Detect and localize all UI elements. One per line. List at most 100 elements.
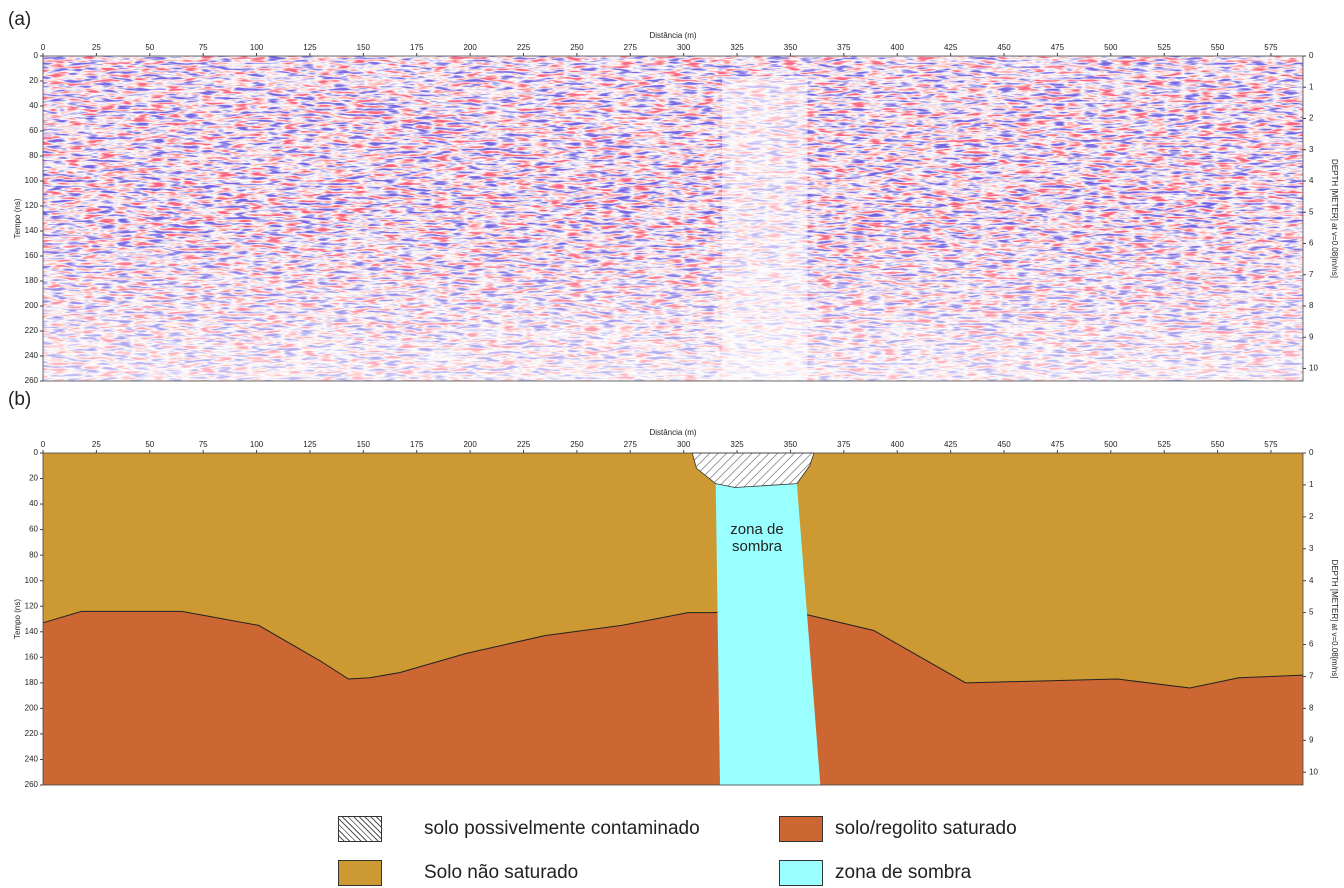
y-tick-label: 240: [25, 351, 39, 360]
x-tick-label: 50: [145, 43, 154, 52]
radargram-fade: [43, 56, 1303, 381]
legend-label: solo possivelmente contaminado: [424, 818, 700, 840]
y-axis-label: Tempo (ns): [13, 599, 22, 639]
x-tick-label: 425: [944, 440, 958, 449]
y2-tick-label: 7: [1309, 672, 1314, 681]
x-tick-label: 325: [730, 440, 744, 449]
x-tick-label: 525: [1158, 440, 1172, 449]
y2-tick-label: 6: [1309, 640, 1314, 649]
y-tick-label: 20: [29, 76, 38, 85]
y2-tick-label: 3: [1309, 145, 1314, 154]
x-tick-label: 250: [570, 43, 584, 52]
y-tick-label: 180: [25, 276, 39, 285]
y2-tick-label: 9: [1309, 735, 1314, 744]
y-axis-label: Tempo (ns): [13, 198, 22, 238]
y-tick-label: 140: [25, 226, 39, 235]
y-tick-label: 120: [25, 601, 39, 610]
y2-tick-label: 1: [1309, 480, 1314, 489]
y-tick-label: 260: [25, 780, 39, 789]
legend-swatch: [779, 860, 823, 886]
x-tick-label: 475: [1051, 440, 1065, 449]
y-tick-label: 260: [25, 376, 39, 385]
legend-item: solo/regolito saturado: [779, 814, 1079, 844]
x-tick-label: 100: [250, 43, 264, 52]
shadow-zone-tone: [722, 76, 807, 381]
x-tick-label: 0: [41, 43, 46, 52]
x-tick-label: 375: [837, 43, 851, 52]
legend-item: solo possivelmente contaminado: [338, 814, 779, 844]
y2-tick-label: 3: [1309, 544, 1314, 553]
x-tick-label: 150: [357, 43, 371, 52]
y-tick-label: 200: [25, 703, 39, 712]
y2-tick-label: 7: [1309, 270, 1314, 279]
panel-label: (a): [8, 9, 31, 30]
y-tick-label: 140: [25, 627, 39, 636]
x-tick-label: 450: [997, 440, 1011, 449]
y-tick-label: 180: [25, 678, 39, 687]
y-tick-label: 80: [29, 151, 38, 160]
y-tick-label: 240: [25, 755, 39, 764]
y-tick-label: 120: [25, 201, 39, 210]
y2-axis-label: DEPTH [METER] at v=0.08[m/ns]: [1330, 159, 1339, 278]
y2-tick-label: 0: [1309, 51, 1314, 60]
legend-swatch: [338, 860, 382, 886]
panel-label: (b): [8, 389, 31, 410]
x-tick-label: 300: [677, 43, 691, 52]
legend-item: zona de sombra: [779, 858, 1079, 888]
x-tick-label: 325: [730, 43, 744, 52]
annotation: zona de: [730, 521, 783, 538]
y-tick-label: 60: [29, 126, 38, 135]
figure: (a) Distância (m) Tempo (ns) DEPTH [METER] …: [0, 0, 1344, 810]
x-tick-label: 25: [92, 440, 101, 449]
y2-tick-label: 9: [1309, 332, 1314, 341]
y2-tick-label: 8: [1309, 301, 1314, 310]
x-tick-label: 350: [784, 43, 798, 52]
y-tick-label: 100: [25, 576, 39, 585]
x-tick-label: 400: [891, 440, 905, 449]
y-tick-label: 60: [29, 525, 38, 534]
x-tick-label: 175: [410, 43, 424, 52]
legend-item: Solo não saturado: [338, 858, 779, 888]
y-tick-label: 100: [25, 176, 39, 185]
legend: solo possivelmente contaminado solo/regol…: [338, 814, 1079, 888]
y2-tick-label: 10: [1309, 364, 1318, 373]
x-axis-label: Distância (m): [649, 31, 696, 40]
x-tick-label: 50: [145, 440, 154, 449]
y2-tick-label: 10: [1309, 767, 1318, 776]
y-tick-label: 160: [25, 251, 39, 260]
legend-label: zona de sombra: [835, 862, 971, 884]
x-tick-label: 500: [1104, 43, 1118, 52]
y2-tick-label: 6: [1309, 239, 1314, 248]
y-tick-label: 200: [25, 301, 39, 310]
x-tick-label: 100: [250, 440, 264, 449]
x-tick-label: 575: [1264, 440, 1278, 449]
x-tick-label: 350: [784, 440, 798, 449]
x-tick-label: 550: [1211, 43, 1225, 52]
annotation: sombra: [732, 538, 783, 555]
x-tick-label: 400: [891, 43, 905, 52]
x-tick-label: 75: [199, 440, 208, 449]
legend-swatch: [338, 816, 382, 842]
y2-tick-label: 2: [1309, 114, 1314, 123]
x-tick-label: 75: [199, 43, 208, 52]
y-tick-label: 0: [34, 448, 39, 457]
x-tick-label: 475: [1051, 43, 1065, 52]
y2-tick-label: 1: [1309, 82, 1314, 91]
x-tick-label: 200: [463, 440, 477, 449]
y-tick-label: 80: [29, 550, 38, 559]
x-tick-label: 125: [303, 43, 317, 52]
x-tick-label: 125: [303, 440, 317, 449]
x-tick-label: 225: [517, 43, 531, 52]
y2-tick-label: 5: [1309, 608, 1314, 617]
y-tick-label: 220: [25, 729, 39, 738]
y2-tick-label: 0: [1309, 448, 1314, 457]
page: (a) Distância (m) Tempo (ns) DEPTH [METER] …: [0, 0, 1344, 887]
y2-axis-label: DEPTH [METER] at v=0.08[m/ns]: [1330, 560, 1339, 679]
y2-tick-label: 4: [1309, 176, 1314, 185]
y2-tick-label: 8: [1309, 703, 1314, 712]
x-tick-label: 225: [517, 440, 531, 449]
x-axis-label: Distância (m): [649, 428, 696, 437]
x-tick-label: 550: [1211, 440, 1225, 449]
x-tick-label: 450: [997, 43, 1011, 52]
y-tick-label: 40: [29, 101, 38, 110]
